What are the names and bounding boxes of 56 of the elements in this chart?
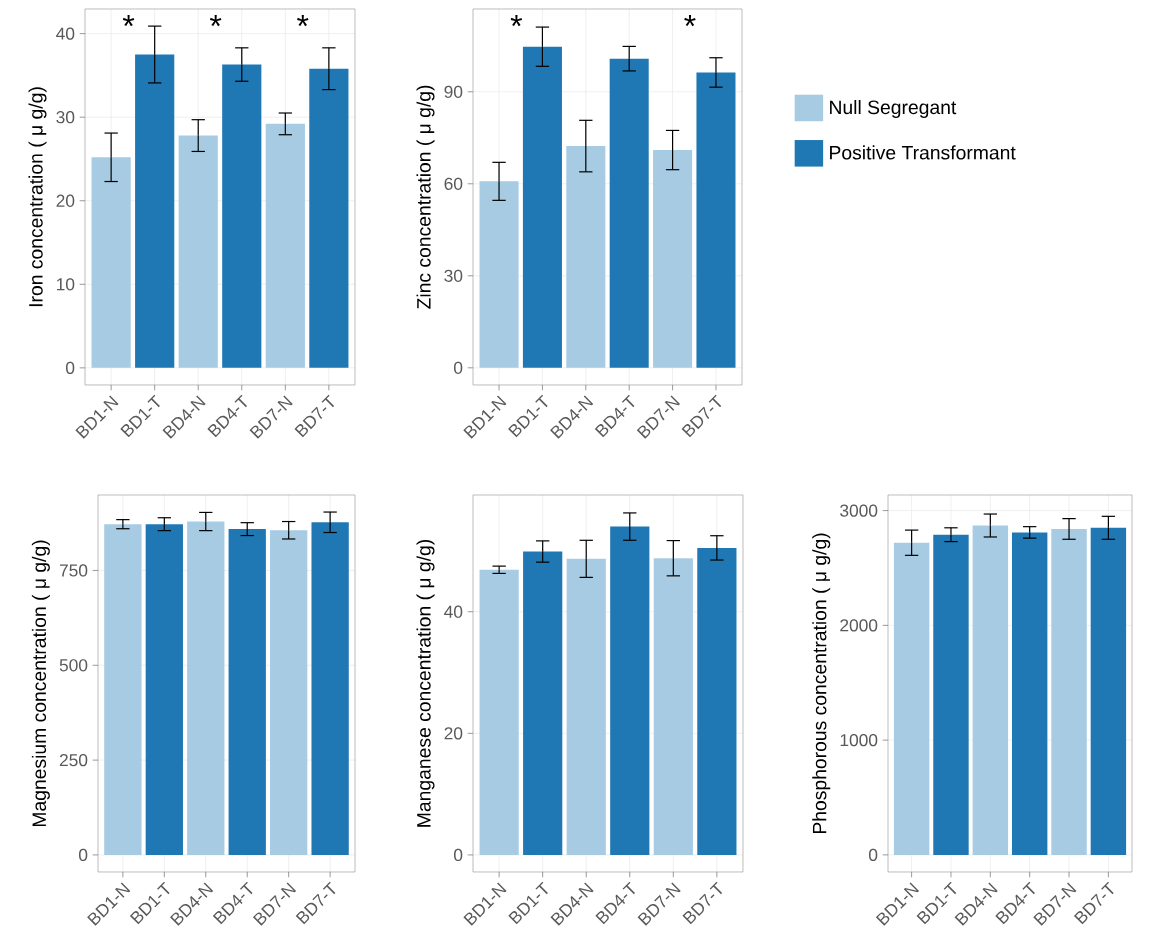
bar (265, 123, 305, 368)
legend-label: Positive Transformant (830, 145, 1016, 160)
bar (653, 150, 693, 368)
legend-label: Null Segregant (830, 99, 957, 118)
bar (609, 58, 649, 368)
annotation: * (510, 14, 523, 27)
y-tick-label: 10 (57, 278, 75, 291)
bar (1051, 528, 1087, 855)
y-tick-label: 750 (59, 564, 88, 577)
bar (135, 54, 175, 368)
y-tick-label: 40 (444, 605, 463, 618)
y-tick-label: 30 (56, 111, 75, 124)
bar (178, 135, 218, 368)
y-tick-label: 90 (444, 85, 463, 98)
annotation: * (297, 14, 309, 27)
y-tick-label: 500 (59, 659, 88, 672)
y-tick-label: 3000 (840, 504, 878, 517)
y-axis-title: Magnesium concentration ( μ g/g) (31, 540, 50, 827)
y-tick-label: 20 (56, 194, 75, 207)
y-tick-label: 0 (65, 361, 75, 374)
y-tick-label: 0 (868, 848, 878, 862)
bar (1011, 532, 1048, 855)
y-axis-title: Phosphorous concentration ( μ g/g) (812, 533, 831, 834)
y-tick-label: 0 (453, 848, 463, 862)
bar (610, 526, 650, 855)
bar (566, 146, 606, 368)
bar (222, 64, 262, 368)
y-tick-label: 60 (444, 177, 463, 190)
annotation: * (684, 14, 696, 27)
bar (309, 68, 349, 368)
y-tick-label: 2000 (840, 619, 878, 632)
annotation: * (209, 14, 222, 27)
bar (566, 558, 606, 855)
bar (933, 534, 969, 855)
bar (697, 547, 737, 855)
y-axis-title: Zinc concentration ( μ g/g) (416, 85, 435, 309)
bar (972, 525, 1009, 855)
bar (479, 181, 519, 368)
y-axis-title: Iron concentration ( μ g/g) (28, 87, 47, 307)
bar (696, 72, 736, 368)
bar (91, 157, 131, 368)
bar (653, 558, 693, 855)
bar (479, 569, 519, 855)
y-axis-title: Manganese concentration ( μ g/g) (416, 539, 435, 827)
y-tick-label: 0 (78, 848, 88, 862)
bar (522, 46, 562, 368)
bar (893, 542, 930, 855)
bar (1090, 527, 1127, 855)
y-tick-label: 250 (59, 753, 88, 767)
y-tick-label: 30 (444, 269, 463, 282)
y-tick-label: 20 (444, 727, 463, 740)
bar (523, 551, 563, 855)
annotation: * (122, 14, 135, 27)
y-tick-label: 0 (453, 361, 463, 374)
y-tick-label: 40 (56, 27, 75, 40)
y-tick-label: 1000 (840, 733, 878, 747)
